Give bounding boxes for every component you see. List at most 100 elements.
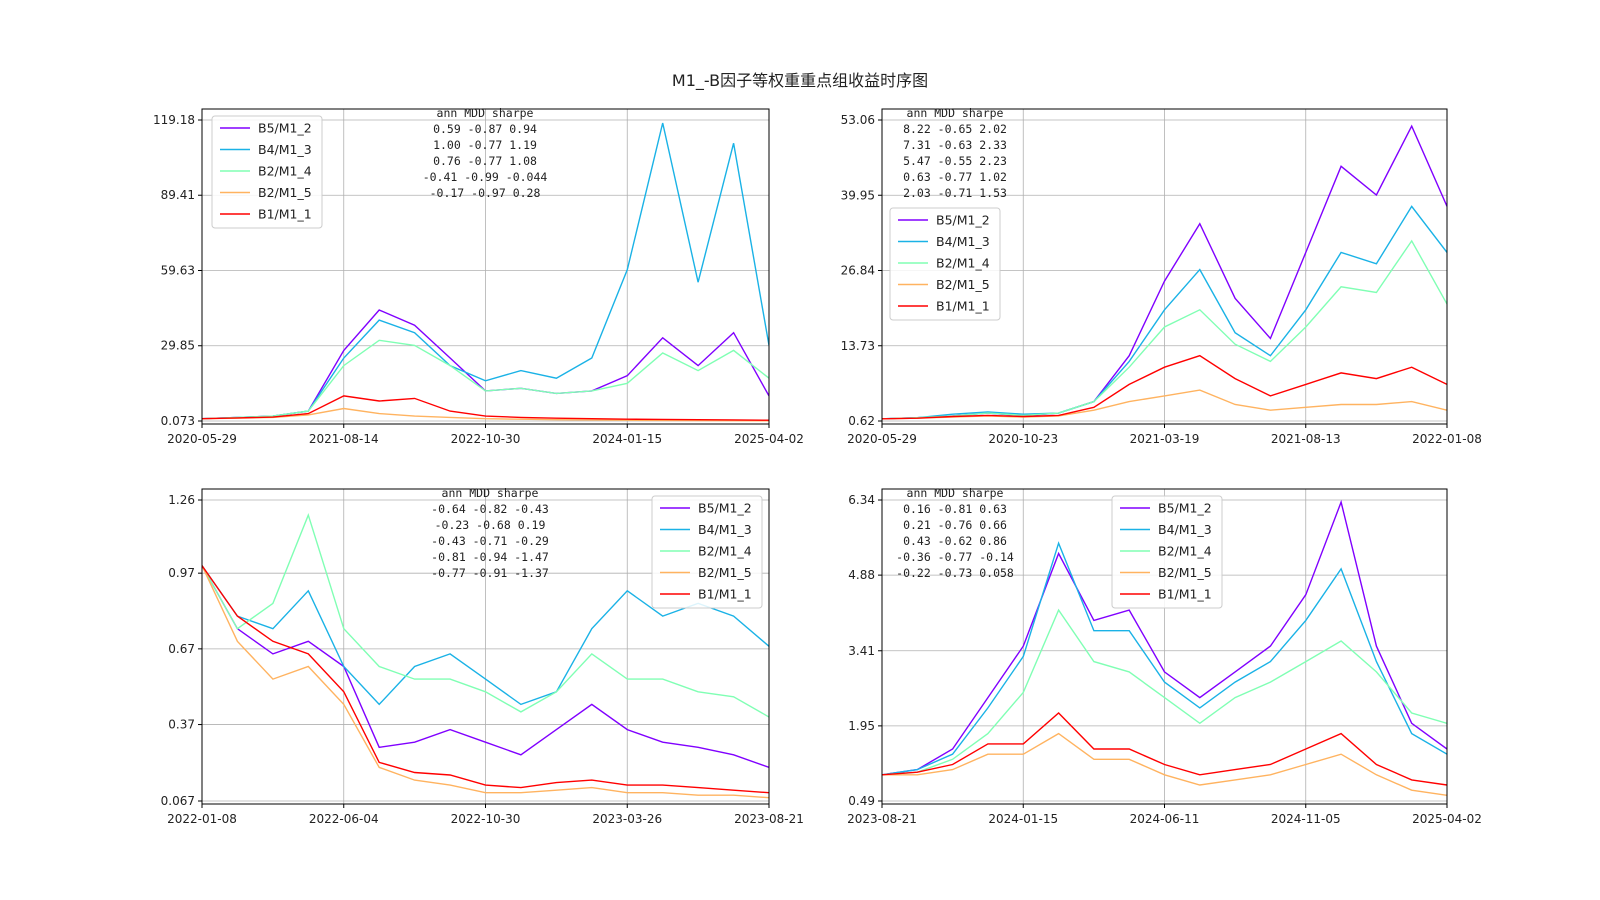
x-tick-label: 2023-08-21 <box>734 812 804 826</box>
stats-table: ann MDD sharpe 0.16 -0.81 0.63 0.21 -0.76 … <box>896 486 1014 580</box>
stats-row: 0.16 -0.81 0.63 <box>903 502 1007 516</box>
legend: B5/M1_2 B4/M1_3 B2/M1_4 B2/M1_5 B1/M1_1 <box>651 495 763 609</box>
axes-frame <box>881 108 1448 425</box>
y-tick-label: 0.97 <box>168 566 195 580</box>
stats-header: ann MDD sharpe <box>907 486 1004 500</box>
axes-frame <box>881 488 1448 805</box>
legend-entry: B1/M1_1 <box>258 207 312 222</box>
legend-entry: B1/M1_1 <box>698 587 752 602</box>
series-line-B5/M1_2 <box>202 565 769 769</box>
legend-entry: B5/M1_2 <box>698 501 752 516</box>
stats-row: -0.81 -0.94 -1.47 <box>431 550 549 564</box>
y-tick-label: 13.73 <box>841 339 875 353</box>
legend-entry: B5/M1_2 <box>936 213 990 228</box>
y-tick-label: 1.26 <box>168 493 195 507</box>
stats-row: -0.77 -0.91 -1.37 <box>431 566 549 580</box>
legend: B5/M1_2 B4/M1_3 B2/M1_4 B2/M1_5 B1/M1_1 <box>889 207 1001 321</box>
series-line-B2/M1_4 <box>882 239 1447 420</box>
y-tick-label: 0.073 <box>161 414 195 428</box>
series-line-B2/M1_4 <box>202 339 769 420</box>
y-tick-label: 89.41 <box>161 188 195 202</box>
legend-entry: B2/M1_5 <box>698 565 752 580</box>
series-line-B1/M1_1 <box>882 712 1447 786</box>
stats-row: 0.59 -0.87 0.94 <box>433 122 537 136</box>
series-line-B2/M1_5 <box>202 407 769 422</box>
y-tick-label: 59.63 <box>161 263 195 277</box>
stats-row: 0.76 -0.77 1.08 <box>433 154 537 168</box>
axes-frame <box>201 108 770 425</box>
legend-frame <box>1111 495 1223 609</box>
x-tick-label: 2021-08-14 <box>309 432 379 446</box>
stats-table: ann MDD sharpe -0.64 -0.82 -0.43 -0.23 -0.… <box>431 486 549 580</box>
legend: B5/M1_2 B4/M1_3 B2/M1_4 B2/M1_5 B1/M1_1 <box>211 115 323 229</box>
series-line-B4/M1_3 <box>202 565 769 706</box>
series-line-B2/M1_5 <box>202 565 769 799</box>
x-tick-label: 2023-03-26 <box>592 812 662 826</box>
stats-row: -0.41 -0.99 -0.044 <box>423 170 548 184</box>
legend: B5/M1_2 B4/M1_3 B2/M1_4 B2/M1_5 B1/M1_1 <box>1111 495 1223 609</box>
legend-entry: B4/M1_3 <box>936 234 990 249</box>
y-tick-label: 0.49 <box>848 794 875 808</box>
stats-row: 0.63 -0.77 1.02 <box>903 170 1007 184</box>
y-tick-label: 0.67 <box>168 642 195 656</box>
series-line-B4/M1_3 <box>882 541 1447 776</box>
x-tick-label: 2022-06-04 <box>309 812 379 826</box>
y-tick-label: 0.067 <box>161 794 195 808</box>
legend-entry: B2/M1_4 <box>258 164 312 179</box>
x-tick-label: 2024-06-11 <box>1130 812 1200 826</box>
legend-entry: B4/M1_3 <box>698 522 752 537</box>
legend-entry: B2/M1_4 <box>698 544 752 559</box>
subplot-grid: 0.073 29.85 59.63 89.41 119.18 2020-05-29 2021… <box>153 106 1482 826</box>
series-line-B1/M1_1 <box>882 354 1447 420</box>
x-tick-label: 2021-03-19 <box>1130 432 1200 446</box>
stats-row: -0.22 -0.73 0.058 <box>896 566 1014 580</box>
stats-row: 5.47 -0.55 2.23 <box>903 154 1007 168</box>
legend-frame <box>651 495 763 609</box>
stats-header: ann MDD sharpe <box>907 106 1004 120</box>
series-line-B1/M1_1 <box>202 565 769 794</box>
y-tick-label: 29.85 <box>161 339 195 353</box>
stats-header: ann MDD sharpe <box>442 486 539 500</box>
stats-row: -0.43 -0.71 -0.29 <box>431 534 549 548</box>
series-line-B2/M1_4 <box>882 608 1447 776</box>
x-tick-label: 2020-05-29 <box>847 432 917 446</box>
y-tick-label: 53.06 <box>841 113 875 127</box>
y-tick-label: 119.18 <box>153 113 195 127</box>
x-tick-label: 2020-10-23 <box>988 432 1058 446</box>
legend-entry: B4/M1_3 <box>258 142 312 157</box>
subplot-bottom-left: 0.067 0.37 0.67 0.97 1.26 2022-01-08 2022-06-0… <box>161 486 804 826</box>
stats-table: ann MDD sharpe 8.22 -0.65 2.02 7.31 -0.63 … <box>903 106 1007 200</box>
y-tick-label: 26.84 <box>841 264 875 278</box>
legend-entry: B2/M1_5 <box>258 185 312 200</box>
x-tick-label: 2021-08-13 <box>1271 432 1341 446</box>
legend-entry: B5/M1_2 <box>258 121 312 136</box>
legend-frame <box>211 115 323 229</box>
stats-row: -0.17 -0.97 0.28 <box>430 186 541 200</box>
stats-row: 1.00 -0.77 1.19 <box>433 138 537 152</box>
x-tick-label: 2022-01-08 <box>167 812 237 826</box>
subplot-bottom-right: 0.49 1.95 3.41 4.88 6.34 2023-08-21 2024-01-15… <box>847 486 1482 826</box>
stats-header: ann MDD sharpe <box>437 106 534 120</box>
y-tick-label: 6.34 <box>848 493 875 507</box>
y-tick-label: 4.88 <box>848 568 875 582</box>
series-line-B5/M1_2 <box>882 499 1447 776</box>
stats-row: -0.64 -0.82 -0.43 <box>431 502 549 516</box>
x-tick-label: 2025-04-02 <box>734 432 804 446</box>
y-tick-label: 0.62 <box>848 414 875 428</box>
legend-entry: B1/M1_1 <box>936 299 990 314</box>
legend-entry: B2/M1_4 <box>936 256 990 271</box>
x-tick-label: 2022-01-08 <box>1412 432 1482 446</box>
stats-row: 0.43 -0.62 0.86 <box>903 534 1007 548</box>
stats-table: ann MDD sharpe 0.59 -0.87 0.94 1.00 -0.77 … <box>423 106 548 200</box>
series-line-B2/M1_4 <box>202 513 769 718</box>
series-line-B2/M1_5 <box>882 732 1447 796</box>
stats-row: 2.03 -0.71 1.53 <box>903 186 1007 200</box>
figure-title: M1_-B因子等权重重点组收益时序图 <box>672 71 928 91</box>
x-tick-label: 2023-08-21 <box>847 812 917 826</box>
legend-entry: B1/M1_1 <box>1158 587 1212 602</box>
x-tick-label: 2020-05-29 <box>167 432 237 446</box>
x-tick-label: 2024-01-15 <box>592 432 662 446</box>
x-tick-label: 2025-04-02 <box>1412 812 1482 826</box>
axes-frame <box>201 488 770 805</box>
